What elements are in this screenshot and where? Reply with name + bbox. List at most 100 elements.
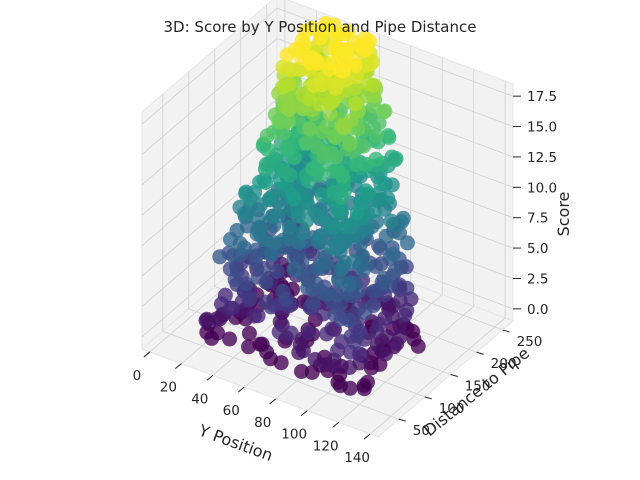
z-tick-label: 2.5	[527, 271, 548, 287]
data-point	[330, 342, 346, 358]
data-point	[315, 306, 331, 322]
x-tick-label: 60	[223, 403, 240, 419]
y-tick-label: 100	[439, 401, 465, 417]
y-tick-mark	[424, 396, 432, 400]
data-point	[237, 206, 253, 222]
data-point	[372, 240, 388, 256]
grid-line-z	[141, 7, 514, 125]
data-point	[346, 334, 362, 350]
data-point	[299, 213, 314, 229]
y-tick-mark	[476, 351, 484, 355]
x-tick-mark	[206, 375, 214, 381]
x-tick-mark	[332, 421, 339, 428]
x-tick-mark	[363, 433, 371, 440]
data-point	[258, 274, 274, 290]
data-point	[376, 104, 392, 120]
data-point	[286, 191, 302, 207]
data-point	[241, 325, 257, 341]
data-point	[363, 360, 379, 376]
data-point	[315, 124, 331, 140]
data-point	[281, 219, 297, 235]
data-point	[313, 229, 328, 244]
data-point	[225, 248, 241, 263]
data-point	[378, 228, 394, 244]
y-tick-label: 200	[491, 356, 517, 372]
data-point	[373, 176, 389, 192]
data-point	[306, 77, 322, 93]
y-tick-mark	[502, 329, 510, 333]
z-tick-label: 12.5	[527, 150, 557, 166]
grid-line-x	[338, 69, 475, 423]
data-point	[385, 246, 401, 262]
data-point	[262, 191, 278, 207]
data-point	[334, 190, 350, 206]
data-point	[246, 308, 262, 324]
data-point	[295, 225, 311, 241]
data-point	[248, 248, 264, 264]
data-point	[223, 300, 238, 316]
data-point	[263, 299, 279, 315]
data-point	[332, 378, 348, 394]
data-point	[313, 166, 329, 182]
x-tick-label: 100	[281, 427, 307, 443]
data-point	[312, 96, 328, 112]
data-point	[257, 161, 273, 177]
data-point	[305, 295, 321, 311]
data-point	[336, 120, 352, 136]
data-point	[300, 280, 316, 296]
data-point	[410, 338, 426, 354]
data-point	[264, 247, 280, 263]
data-point	[328, 130, 343, 146]
data-point	[304, 364, 320, 380]
data-point	[238, 276, 254, 292]
y-tick-mark	[450, 374, 458, 378]
data-point	[387, 152, 403, 168]
data-point	[333, 261, 349, 277]
x-tick-label: 0	[133, 368, 142, 384]
data-point	[342, 360, 358, 375]
grid-line-y	[162, 94, 399, 420]
y-tick-label: 50	[413, 423, 430, 439]
data-point	[204, 330, 220, 346]
data-point	[318, 287, 334, 302]
data-point	[347, 96, 363, 111]
data-point	[302, 121, 318, 137]
y-tick-label: 250	[517, 334, 543, 350]
y-tick-mark	[398, 418, 406, 422]
data-point	[305, 246, 320, 262]
data-point	[357, 42, 373, 58]
data-point	[322, 106, 338, 121]
data-point	[222, 331, 238, 347]
x-tick-label: 80	[254, 415, 271, 431]
data-point	[302, 55, 318, 71]
data-point	[241, 292, 257, 308]
data-point	[323, 239, 339, 255]
data-point	[265, 208, 280, 224]
data-point	[326, 219, 342, 235]
data-point	[257, 232, 273, 248]
data-point	[301, 173, 317, 189]
data-points	[198, 15, 426, 397]
y-tick-label: 150	[465, 379, 491, 395]
x-tick-label: 120	[313, 438, 339, 454]
data-point	[333, 311, 349, 327]
data-point	[335, 168, 350, 184]
data-point	[236, 240, 252, 256]
data-point	[357, 305, 373, 321]
data-point	[310, 260, 326, 276]
data-point	[286, 261, 302, 277]
x-tick-mark	[269, 398, 277, 405]
data-point	[272, 114, 288, 130]
data-point	[399, 235, 415, 251]
data-point	[269, 263, 285, 279]
x-tick-label: 20	[160, 380, 177, 396]
z-tick-label: 0.0	[527, 302, 548, 318]
data-point	[318, 357, 334, 373]
data-point	[355, 262, 371, 278]
z-tick-label: 7.5	[527, 211, 548, 227]
data-point	[359, 75, 375, 91]
z-tick-label: 15.0	[527, 120, 557, 136]
grid-line-x	[369, 81, 506, 435]
